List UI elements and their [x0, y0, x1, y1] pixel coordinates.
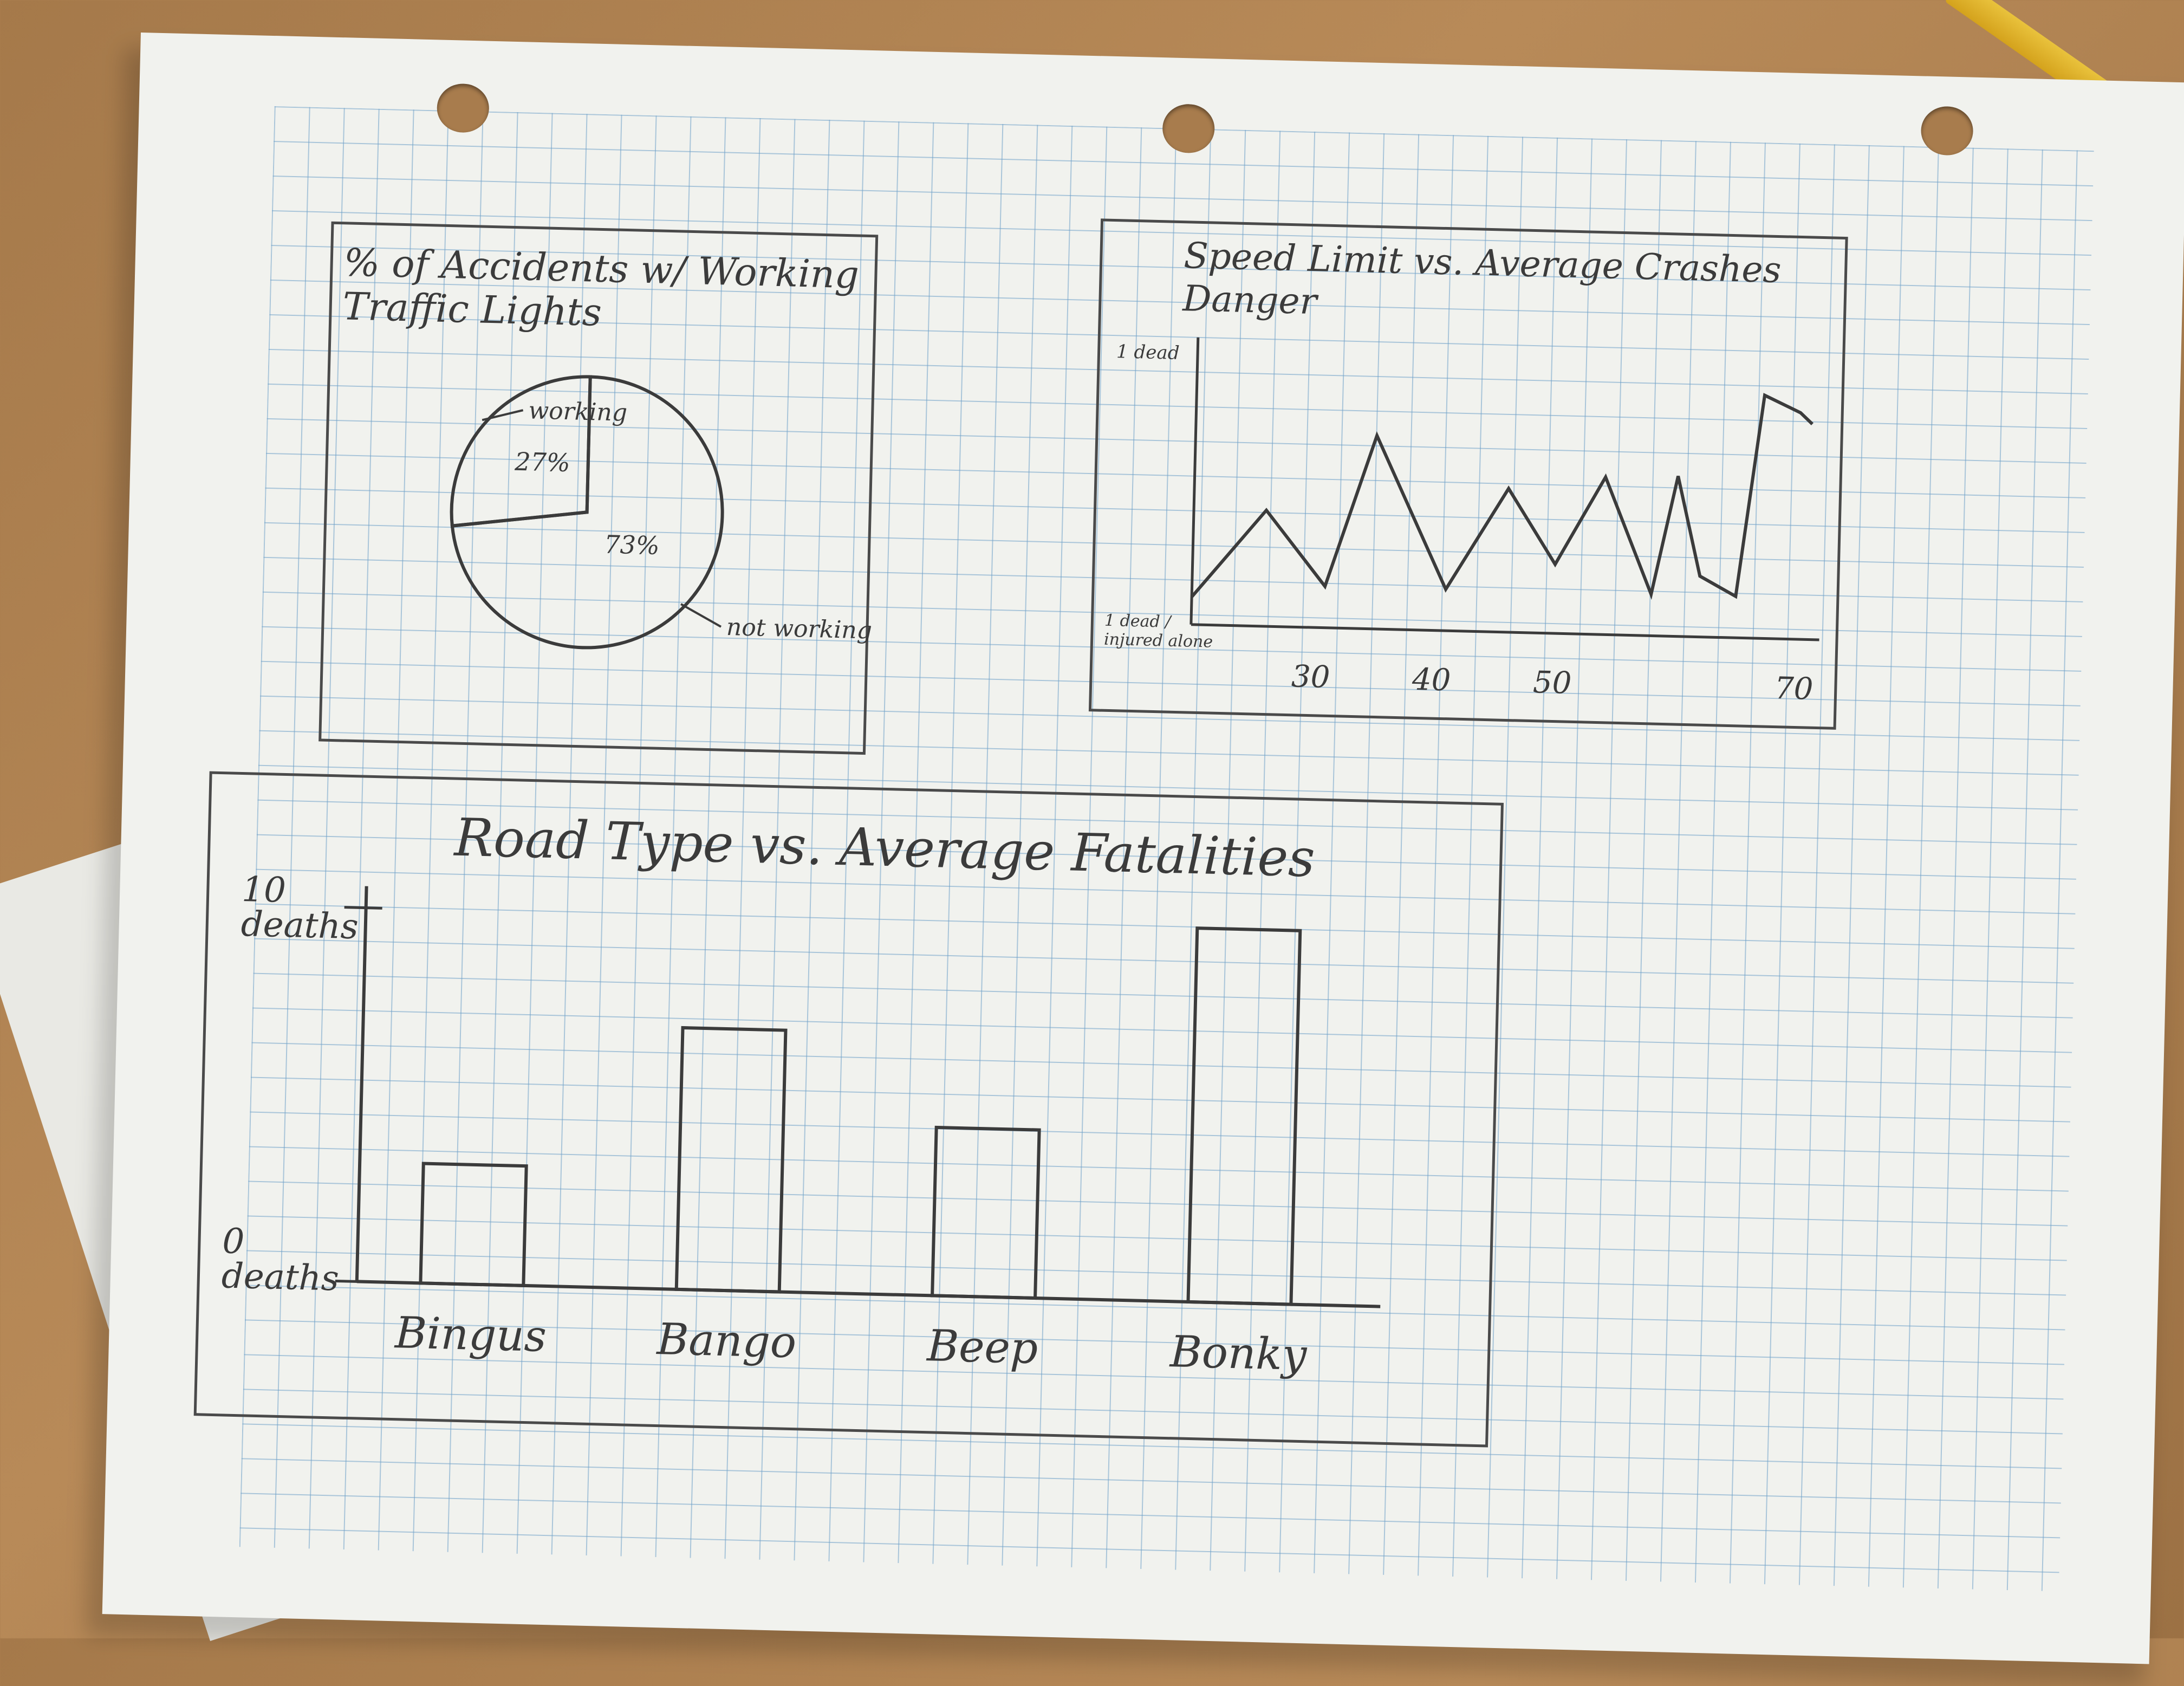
bar-category-label: Bingus	[393, 1307, 547, 1361]
line-chart-panel: Speed Limit vs. Average Crashes Danger 1…	[1088, 218, 1848, 730]
bar-category-label: Bango	[655, 1314, 797, 1367]
bar-y-tick	[335, 1279, 373, 1283]
pie-leader-line	[482, 409, 524, 422]
line-x-tick-label: 70	[1774, 671, 1813, 707]
pie-value-label: 27%	[514, 447, 571, 478]
bar-bango	[674, 1026, 788, 1294]
pie-slice-working	[450, 375, 592, 528]
bar-chart: Bingus Bango Beep Bonky	[335, 886, 1381, 1380]
bar-y-axis	[355, 886, 368, 1282]
line-x-tick-label: 30	[1291, 659, 1330, 695]
bar-bingus	[419, 1162, 528, 1288]
bar-y-tick	[344, 906, 382, 910]
pie-slice-label: not working	[726, 613, 872, 645]
pie-chart: 27% working 73% not working	[450, 375, 872, 650]
pie-slice-label: working	[528, 397, 628, 426]
line-x-axis	[1191, 623, 1819, 641]
line-series	[1190, 393, 1814, 600]
pie-value-label: 73%	[604, 530, 660, 560]
line-x-tick-label: 40	[1411, 662, 1451, 698]
bar-category-label: Bonky	[1168, 1326, 1308, 1380]
pie-slice-not-working	[450, 375, 724, 650]
bar-bonky	[1186, 926, 1302, 1306]
graph-paper: % of Accidents w/ Working Traffic Lights…	[102, 33, 2184, 1664]
line-y-axis	[1190, 337, 1200, 625]
line-chart: 30 40 50 70	[1190, 337, 1819, 707]
line-x-tick-label: 50	[1532, 665, 1572, 701]
pie-leader-line	[680, 603, 722, 628]
bar-category-label: Beep	[925, 1320, 1038, 1373]
bar-beep	[931, 1125, 1041, 1300]
bar-chart-panel: Road Type vs. Average Fatalities 10 deat…	[193, 771, 1504, 1448]
pie-chart-panel: % of Accidents w/ Working Traffic Lights…	[318, 221, 879, 755]
